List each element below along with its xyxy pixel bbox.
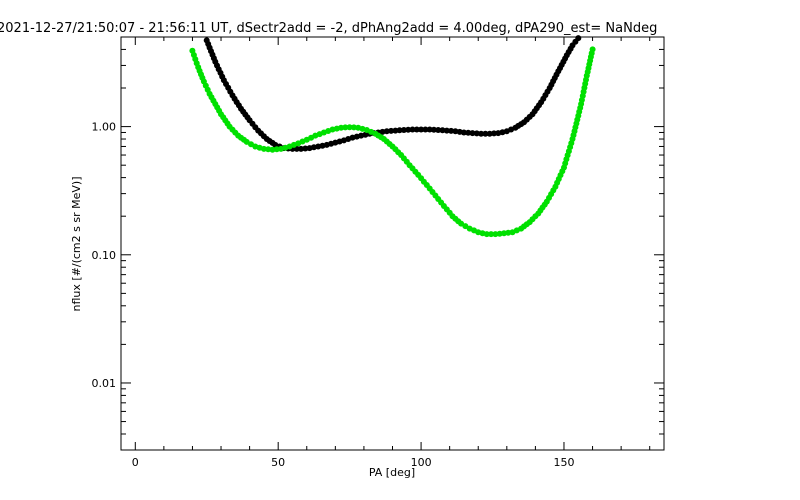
series-1: [189, 46, 596, 238]
series-1-dot: [492, 231, 499, 238]
y-tick-label: 0.10: [92, 249, 117, 262]
series-0-dot: [396, 127, 403, 134]
series-1-dot: [350, 124, 357, 131]
x-axis-label: PA [deg]: [369, 466, 415, 479]
series-1-dot: [342, 124, 349, 131]
series-0-dot: [413, 126, 420, 133]
series-0-dot: [418, 126, 425, 133]
series-0-dot: [460, 129, 467, 136]
series-0-dot: [383, 128, 390, 135]
series-1-dot: [346, 124, 353, 131]
series-0-dot: [482, 130, 489, 137]
series-0-dot: [473, 130, 480, 137]
series-0-dot: [422, 126, 429, 133]
axis-ticks: 0 50 100 150 0.01 0.10 1.00: [92, 36, 664, 469]
series-0-dot: [430, 126, 437, 133]
series-0-dot: [388, 127, 395, 134]
series-1-dot: [260, 145, 267, 152]
series-1-dot: [265, 146, 272, 153]
x-tick-label: 150: [553, 456, 574, 469]
series-0-dot: [443, 127, 450, 134]
series-0-dot: [575, 35, 582, 42]
x-tick-label: 100: [411, 456, 432, 469]
y-tick-label: 1.00: [92, 121, 117, 134]
series-0-dot: [465, 129, 472, 136]
series-0-dot: [409, 126, 416, 133]
series-1-dot: [589, 46, 596, 53]
series-0-dot: [486, 130, 493, 137]
series-1-dot: [488, 231, 495, 238]
x-tick-label: 0: [132, 456, 139, 469]
series-1-dot: [483, 231, 490, 238]
series-0-dot: [400, 127, 407, 133]
series-0-dot: [448, 127, 455, 134]
y-axis-label: nflux [#/(cm2 s sr MeV)]: [70, 177, 83, 312]
series-0: [203, 35, 582, 152]
series-1-dot: [496, 230, 503, 237]
series-0-dot: [298, 145, 304, 152]
series-0-dot: [302, 145, 309, 152]
series-layer: [189, 35, 596, 238]
series-0-dot: [439, 127, 446, 134]
series-0-dot: [435, 127, 442, 133]
series-0-dot: [478, 130, 485, 137]
series-0-dot: [405, 126, 412, 133]
series-0-dot: [469, 130, 476, 137]
x-tick-label: 50: [271, 456, 285, 469]
series-1-dot: [269, 146, 276, 153]
chart-title: 2021-12-27/21:50:07 - 21:56:11 UT, dSect…: [0, 21, 657, 36]
y-tick-label: 0.01: [92, 377, 117, 390]
